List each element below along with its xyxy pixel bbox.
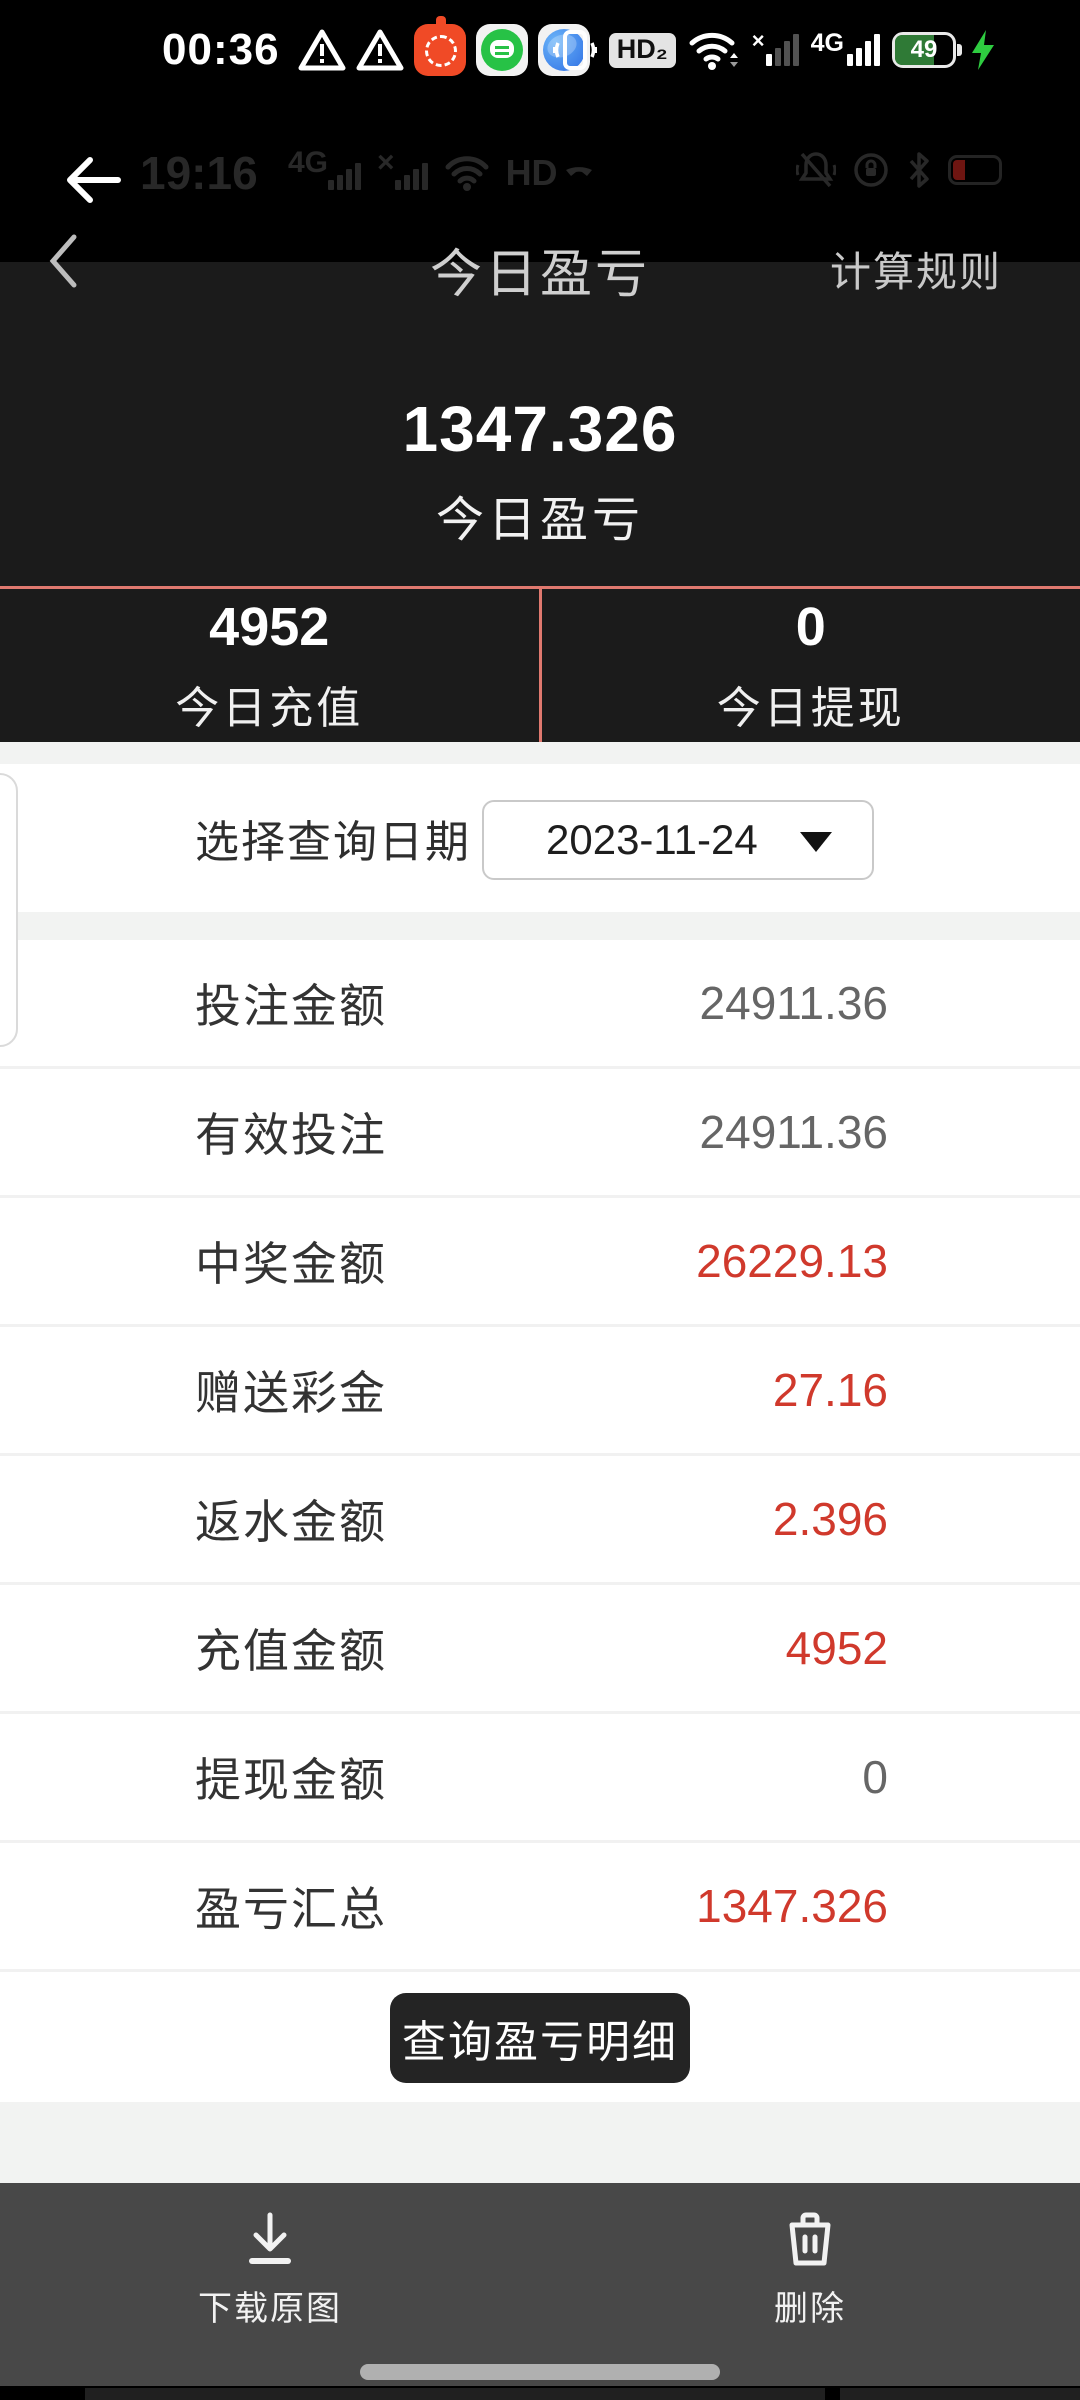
today-withdraw-value: 0 [795,596,826,657]
row-value: 27.16 [772,1364,888,1416]
inner-status-bar: 19:16 4G × HD [0,132,1080,218]
warning-icon [298,28,346,72]
caret-down-icon [800,832,832,852]
trash-icon [789,2212,831,2266]
divider-strip [0,742,1080,764]
table-row: 投注金额 24911.36 [0,940,1080,1069]
messages-app-icon [475,24,528,76]
row-label: 有效投注 [195,1109,387,1161]
row-label: 赠送彩金 [195,1367,387,1419]
row-value: 2.396 [772,1493,888,1545]
charging-bolt-icon [968,28,998,72]
status-bar-right: HD₂ × 4G 49 [552,0,998,100]
date-picker-row: 选择查询日期 2023-11-24 [0,764,1080,912]
app-back-chevron-icon[interactable] [46,232,80,290]
clock: 00:36 [162,25,280,74]
row-label: 投注金额 [195,980,387,1032]
delete-label: 删除 [774,2290,846,2328]
divider-strip [0,912,1080,940]
row-value: 26229.13 [696,1235,888,1287]
vibrate-icon [552,26,597,74]
row-label: 提现金额 [195,1754,387,1806]
date-select[interactable]: 2023-11-24 [482,800,874,880]
inner-wifi-icon [444,153,490,193]
table-row: 中奖金额 26229.13 [0,1198,1080,1327]
today-recharge-cell: 4952 今日充值 [0,589,542,742]
table-row: 盈亏汇总 1347.326 [0,1843,1080,1972]
row-value: 0 [862,1751,888,1803]
inner-alarm-lock-icon [852,151,890,189]
download-icon [249,2212,291,2264]
wifi-icon [688,28,740,72]
calc-rules-link[interactable]: 计算规则 [830,249,1002,295]
row-label: 返水金额 [195,1496,387,1548]
today-pnl-label: 今日盈亏 [435,494,644,547]
status-bar: 00:36 HD₂ × 4G [0,0,1080,100]
inner-mute-icon [796,150,836,190]
table-row: 充值金额 4952 [0,1585,1080,1714]
inner-hd-call-icon: HD [506,152,596,194]
download-original-button[interactable]: 下载原图 [150,2207,390,2330]
today-pnl-value: 1347.326 [402,393,678,465]
inner-battery-icon [948,155,1002,185]
download-label: 下载原图 [198,2290,342,2328]
today-withdraw-cell: 0 今日提现 [542,589,1080,742]
date-select-value: 2023-11-24 [546,816,758,863]
today-recharge-label: 今日充值 [175,683,364,733]
delete-button[interactable]: 删除 [690,2207,930,2330]
today-recharge-value: 4952 [209,596,330,657]
home-indicator[interactable] [360,2364,720,2380]
summary-panel: 1347.326 今日盈亏 4952 今日充值 0 今日提现 [0,262,1080,742]
row-value: 4952 [785,1622,888,1674]
table-row: 返水金额 2.396 [0,1456,1080,1585]
row-value: 24911.36 [699,977,888,1029]
inner-clock: 19:16 [140,147,258,199]
pnl-table: 投注金额 24911.36 有效投注 24911.36 中奖金额 26229.13 赠送彩金… [0,940,1080,1972]
inner-sim1-signal-icon: 4G [288,146,362,190]
battery-icon: 49 [892,32,962,68]
divider-strip [0,2102,1080,2183]
query-detail-button[interactable]: 查询盈亏明细 [390,1993,690,2083]
inner-sim2-signal-icon: × [377,146,428,190]
row-label: 中奖金额 [195,1238,387,1290]
content-area: 选择查询日期 2023-11-24 投注金额 24911.36 有效投注 24911.… [0,742,1080,2183]
app-header: 今日盈亏 计算规则 [0,222,1080,304]
table-row: 赠送彩金 27.16 [0,1327,1080,1456]
table-row: 有效投注 24911.36 [0,1069,1080,1198]
battery-percent: 49 [910,36,938,63]
summary-sub-row: 4952 今日充值 0 今日提现 [0,586,1080,742]
hd2-volte-icon: HD₂ [608,32,676,68]
table-row: 提现金额 0 [0,1714,1080,1843]
gallery-bottom-bar: 下载原图 删除 [0,2183,1080,2400]
inner-bluetooth-icon [906,150,932,190]
date-picker-label: 选择查询日期 [195,818,471,867]
tomato-novel-app-icon [413,16,466,76]
sim1-signal-icon: × [752,28,799,66]
button-area: 查询盈亏明细 [0,1972,1080,2102]
page-title: 今日盈亏 [429,246,650,304]
sim2-signal-icon: 4G [811,29,880,66]
today-withdraw-label: 今日提现 [716,683,905,733]
row-label: 盈亏汇总 [195,1883,387,1935]
gallery-back-button[interactable] [64,154,122,206]
edge-floating-handle [0,773,18,1047]
bottom-edge-strip [0,2386,1080,2400]
warning-icon [356,28,404,72]
row-label: 充值金额 [195,1625,387,1677]
row-value: 1347.326 [696,1880,888,1932]
row-value: 24911.36 [699,1106,888,1158]
